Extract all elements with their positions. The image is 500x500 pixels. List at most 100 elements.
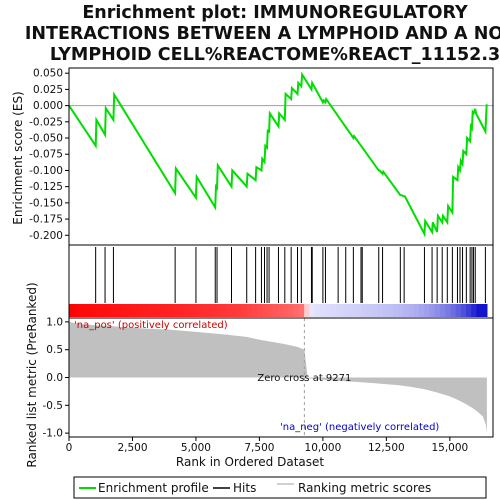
- heat-bar-segment: [460, 304, 467, 317]
- heat-bar-segment: [178, 304, 185, 317]
- heat-bar-segment: [89, 304, 96, 317]
- heat-bar-segment: [173, 304, 180, 317]
- ranking-y-tick-label: -0.5: [43, 400, 64, 412]
- enrichment-y-tick-label: 0.050: [33, 68, 63, 80]
- x-tick-label: 0: [66, 442, 73, 454]
- heat-bar-segment: [314, 304, 321, 317]
- x-tick-label: 12,500: [368, 442, 405, 454]
- heat-bar-segment: [392, 304, 399, 317]
- enrichment-y-tick-label: -0.100: [29, 165, 63, 177]
- heat-bar-segment: [293, 304, 300, 317]
- title: Enrichment plot: IMMUNOREGULATORY INTERA…: [25, 3, 500, 65]
- heat-bar-segment: [152, 304, 159, 317]
- heat-bar-segment: [131, 304, 138, 317]
- ranking-y-ticks: 1.0 0.5 0.0 -0.5 -1.0: [43, 316, 69, 440]
- heat-bar-segment: [220, 304, 227, 317]
- ranking-panel-frame: [68, 317, 494, 438]
- heat-bar-segment: [241, 304, 248, 317]
- heat-bar-segment: [110, 304, 117, 317]
- heat-bar-segment: [288, 304, 295, 317]
- heat-bar-segment: [183, 304, 190, 317]
- enrichment-y-tick-label: -0.200: [29, 230, 63, 242]
- heat-bar-segment: [471, 304, 478, 317]
- enrichment-panel-frame: [68, 67, 494, 246]
- ranking-y-tick-label: 0.5: [46, 344, 63, 356]
- enrichment-panel: 0.050 0.025 0.000 -0.025 -0.050 -0.075 -0.100 -…: [11, 67, 494, 246]
- heat-bar-segment: [84, 304, 91, 317]
- ranking-y-axis-label: Ranked list metric (PreRanked): [25, 282, 39, 467]
- heat-bar-segment: [324, 304, 331, 317]
- heat-bar-segment: [210, 304, 216, 317]
- heat-bar-segment: [225, 304, 232, 317]
- x-tick-label: 10,000: [305, 442, 342, 454]
- heat-bar-segment: [450, 304, 457, 317]
- heat-bar-segment: [69, 304, 75, 317]
- enrichment-y-tick-label: 0.025: [33, 84, 63, 96]
- heat-bar-segment: [445, 304, 451, 317]
- heat-bar-segment: [356, 304, 363, 317]
- heat-bar-segment: [267, 304, 274, 317]
- heat-bar-segment: [230, 304, 237, 317]
- heat-bar-segment: [142, 304, 148, 317]
- heat-bar-segment: [387, 304, 394, 317]
- legend-hits-label: Hits: [233, 481, 256, 495]
- positive-correlation-label: 'na_pos' (positively correlated): [74, 320, 228, 331]
- heat-bar-segment: [330, 304, 337, 317]
- heat-bar-segment: [199, 304, 206, 317]
- legend: Enrichment profile Hits Ranking metric s…: [73, 476, 487, 499]
- ranking-y-tick-label: -1.0: [43, 428, 64, 440]
- hit-lines: [95, 247, 486, 303]
- heat-bar-segment: [403, 304, 410, 317]
- legend-ranking-label: Ranking metric scores: [298, 481, 431, 495]
- legend-enrichment-label: Enrichment profile: [98, 481, 209, 495]
- heat-bar-segment: [251, 304, 258, 317]
- heat-bar-segment: [272, 304, 279, 317]
- heat-bar-segment: [79, 304, 86, 317]
- heat-bar-segment: [168, 304, 175, 317]
- heat-bar-segment: [398, 304, 404, 317]
- hits-panel: [68, 244, 494, 319]
- heat-bar-segment: [204, 304, 211, 317]
- heat-bar-segment: [351, 304, 357, 317]
- heat-bar-segment: [100, 304, 107, 317]
- enrichment-y-tick-label: -0.125: [29, 181, 63, 193]
- heat-bar-segment: [439, 304, 446, 317]
- legend-box: [73, 476, 487, 499]
- heat-bar-segment: [236, 304, 242, 317]
- heat-bar-segment: [335, 304, 342, 317]
- heat-bar-segment: [377, 304, 384, 317]
- enrichment-y-axis-label: Enrichment score (ES): [11, 91, 25, 224]
- heat-bar-segment: [147, 304, 154, 317]
- heat-bar-segment: [413, 304, 420, 317]
- heat-bar-segment: [136, 304, 143, 317]
- heat-bar-segment: [345, 304, 352, 317]
- x-tick-label: 7,500: [244, 442, 274, 454]
- heat-bar-segment: [429, 304, 436, 317]
- enrichment-y-tick-label: -0.025: [29, 116, 63, 128]
- heat-bar-segment: [466, 304, 472, 317]
- heat-bar-segment: [371, 304, 378, 317]
- heat-bar-segment: [257, 304, 263, 317]
- zero-cross-label: Zero cross at 9271: [257, 373, 351, 384]
- heat-bar-segment: [361, 304, 368, 317]
- enrichment-y-tick-label: 0.000: [33, 100, 63, 112]
- heat-bar-segment: [434, 304, 441, 317]
- enrichment-y-tick-label: -0.075: [29, 149, 63, 161]
- enrichment-y-ticks: 0.050 0.025 0.000 -0.025 -0.050 -0.075 -0.100 -…: [29, 68, 69, 242]
- title-line-1: Enrichment plot: IMMUNOREGULATORY: [82, 3, 468, 23]
- heat-bar-segment: [246, 304, 253, 317]
- heat-bar-segment: [116, 304, 122, 317]
- ranking-metric-area: [69, 321, 487, 434]
- heat-bar-segment: [194, 304, 201, 317]
- x-tick-label: 15,000: [431, 442, 468, 454]
- heat-bar-segment: [366, 304, 373, 317]
- heat-bar-segment: [262, 304, 269, 317]
- heat-bar-segment: [283, 304, 290, 317]
- heat-bar-segment: [319, 304, 326, 317]
- heat-bar-segment: [215, 304, 222, 317]
- ranking-panel: 1.0 0.5 0.0 -0.5 -1.0 'na_pos' (positively c…: [25, 282, 494, 468]
- heat-bar-segment: [157, 304, 164, 317]
- heat-bar-segment: [382, 304, 389, 317]
- heat-bar-segment: [408, 304, 415, 317]
